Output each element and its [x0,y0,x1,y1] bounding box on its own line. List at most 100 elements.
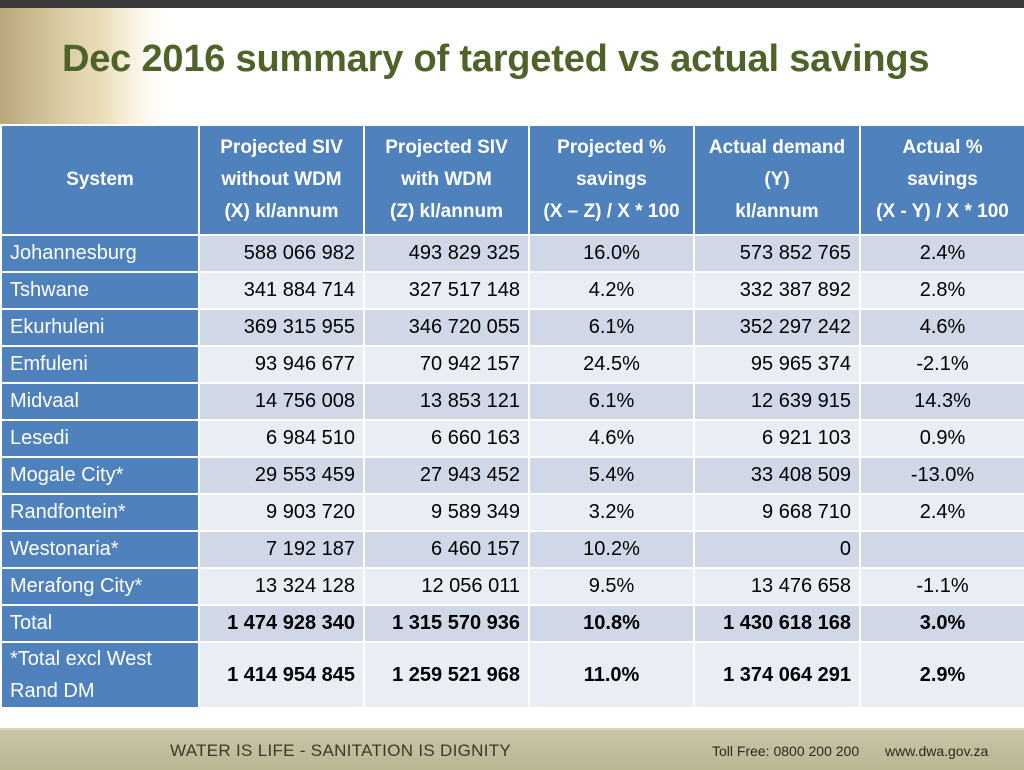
header-system-label: System [66,169,134,190]
actual-demand-y: 33 408 509 [693,456,861,495]
actual-demand-y: 1 430 618 168 [693,604,861,643]
actual-demand-y: 95 965 374 [693,345,861,384]
projected-siv-x: 13 324 128 [198,567,365,606]
system-name: Randfontein* [0,493,200,532]
projected-siv-z: 6 660 163 [363,419,530,458]
actual-demand-y: 332 387 892 [693,271,861,310]
system-name: Midvaal [0,382,200,421]
projected-savings-pct: 4.6% [528,419,695,458]
header-line: Projected SIV [220,137,343,158]
projected-savings-pct: 10.2% [528,530,695,569]
actual-demand-y: 9 668 710 [693,493,861,532]
projected-siv-x: 588 066 982 [198,234,365,273]
actual-savings-pct: 2.9% [859,641,1024,709]
table-row: Midvaal 14 756 008 13 853 121 6.1% 12 63… [0,382,1024,421]
actual-savings-pct: -2.1% [859,345,1024,384]
table-row: Merafong City* 13 324 128 12 056 011 9.5… [0,567,1024,606]
table-row: Randfontein* 9 903 720 9 589 349 3.2% 9 … [0,493,1024,532]
projected-siv-x: 1 474 928 340 [198,604,365,643]
actual-savings-pct: 3.0% [859,604,1024,643]
header-line: (Y) [764,169,790,190]
projected-savings-pct: 9.5% [528,567,695,606]
savings-table-container: System Projected SIV without WDM (X) kl/… [0,124,1024,709]
actual-demand-y: 0 [693,530,861,569]
projected-siv-x: 9 903 720 [198,493,365,532]
savings-table: System Projected SIV without WDM (X) kl/… [0,124,1024,709]
header-line: Actual % [902,137,983,158]
actual-savings-pct: -1.1% [859,567,1024,606]
actual-savings-pct [859,530,1024,569]
projected-siv-z: 493 829 325 [363,234,530,273]
actual-savings-pct: 4.6% [859,308,1024,347]
projected-savings-pct: 10.8% [528,604,695,643]
projected-siv-z: 12 056 011 [363,567,530,606]
header-actual-savings: Actual % savings (X - Y) / X * 100 [859,124,1024,236]
projected-siv-x: 341 884 714 [198,271,365,310]
system-name: Johannesburg [0,234,200,273]
header-line: without WDM [221,169,342,190]
header-line: Projected SIV [385,137,508,158]
slide-title: Dec 2016 summary of targeted vs actual s… [62,38,930,80]
header-projected-siv-with-wdm: Projected SIV with WDM (Z) kl/annum [363,124,530,236]
projected-siv-z: 6 460 157 [363,530,530,569]
actual-demand-y: 352 297 242 [693,308,861,347]
actual-demand-y: 13 476 658 [693,567,861,606]
actual-savings-pct: 2.4% [859,234,1024,273]
table-row: Emfuleni 93 946 677 70 942 157 24.5% 95 … [0,345,1024,384]
header-line: (Z) kl/annum [390,201,503,222]
table-row: Johannesburg 588 066 982 493 829 325 16.… [0,234,1024,273]
footer-slogan: WATER IS LIFE - SANITATION IS DIGNITY [170,741,512,760]
system-name: Lesedi [0,419,200,458]
actual-demand-y: 1 374 064 291 [693,641,861,709]
system-name: *Total excl West Rand DM [0,641,200,709]
projected-siv-x: 7 192 187 [198,530,365,569]
actual-savings-pct: 2.4% [859,493,1024,532]
projected-siv-z: 1 259 521 968 [363,641,530,709]
header-line: with WDM [401,169,492,190]
actual-demand-y: 6 921 103 [693,419,861,458]
actual-savings-pct: -13.0% [859,456,1024,495]
system-name-line: *Total excl West [10,648,152,670]
table-row: Ekurhuleni 369 315 955 346 720 055 6.1% … [0,308,1024,347]
header-system: System [0,124,200,236]
header-line: Actual demand [708,137,846,158]
footer-phone: Toll Free: 0800 200 200 [712,743,860,759]
system-name-line: Rand DM [10,680,95,702]
projected-siv-z: 70 942 157 [363,345,530,384]
projected-siv-x: 14 756 008 [198,382,365,421]
projected-savings-pct: 6.1% [528,382,695,421]
footer-url: www.dwa.gov.za [885,743,989,759]
header-projected-savings: Projected % savings (X – Z) / X * 100 [528,124,695,236]
projected-siv-z: 346 720 055 [363,308,530,347]
system-name: Emfuleni [0,345,200,384]
system-name: Total [0,604,200,643]
header-line: kl/annum [735,201,819,222]
projected-siv-x: 93 946 677 [198,345,365,384]
actual-demand-y: 12 639 915 [693,382,861,421]
table-row: Lesedi 6 984 510 6 660 163 4.6% 6 921 10… [0,419,1024,458]
projected-siv-x: 1 414 954 845 [198,641,365,709]
system-name: Mogale City* [0,456,200,495]
projected-savings-pct: 11.0% [528,641,695,709]
projected-siv-x: 29 553 459 [198,456,365,495]
system-name: Ekurhuleni [0,308,200,347]
projected-savings-pct: 3.2% [528,493,695,532]
actual-demand-y: 573 852 765 [693,234,861,273]
header-projected-siv-without-wdm: Projected SIV without WDM (X) kl/annum [198,124,365,236]
header-line: Projected % [557,137,666,158]
projected-savings-pct: 16.0% [528,234,695,273]
table-row: Tshwane 341 884 714 327 517 148 4.2% 332… [0,271,1024,310]
corner-decoration [0,8,168,124]
projected-siv-z: 9 589 349 [363,493,530,532]
total-row: Total 1 474 928 340 1 315 570 936 10.8% … [0,604,1024,643]
projected-siv-z: 1 315 570 936 [363,604,530,643]
projected-siv-z: 327 517 148 [363,271,530,310]
header-line: savings [907,169,978,190]
projected-savings-pct: 5.4% [528,456,695,495]
total-excl-row: *Total excl West Rand DM 1 414 954 845 1… [0,641,1024,709]
header-line: savings [576,169,647,190]
projected-siv-z: 27 943 452 [363,456,530,495]
projected-savings-pct: 24.5% [528,345,695,384]
header-line: (X – Z) / X * 100 [543,201,680,222]
header-actual-demand: Actual demand (Y) kl/annum [693,124,861,236]
